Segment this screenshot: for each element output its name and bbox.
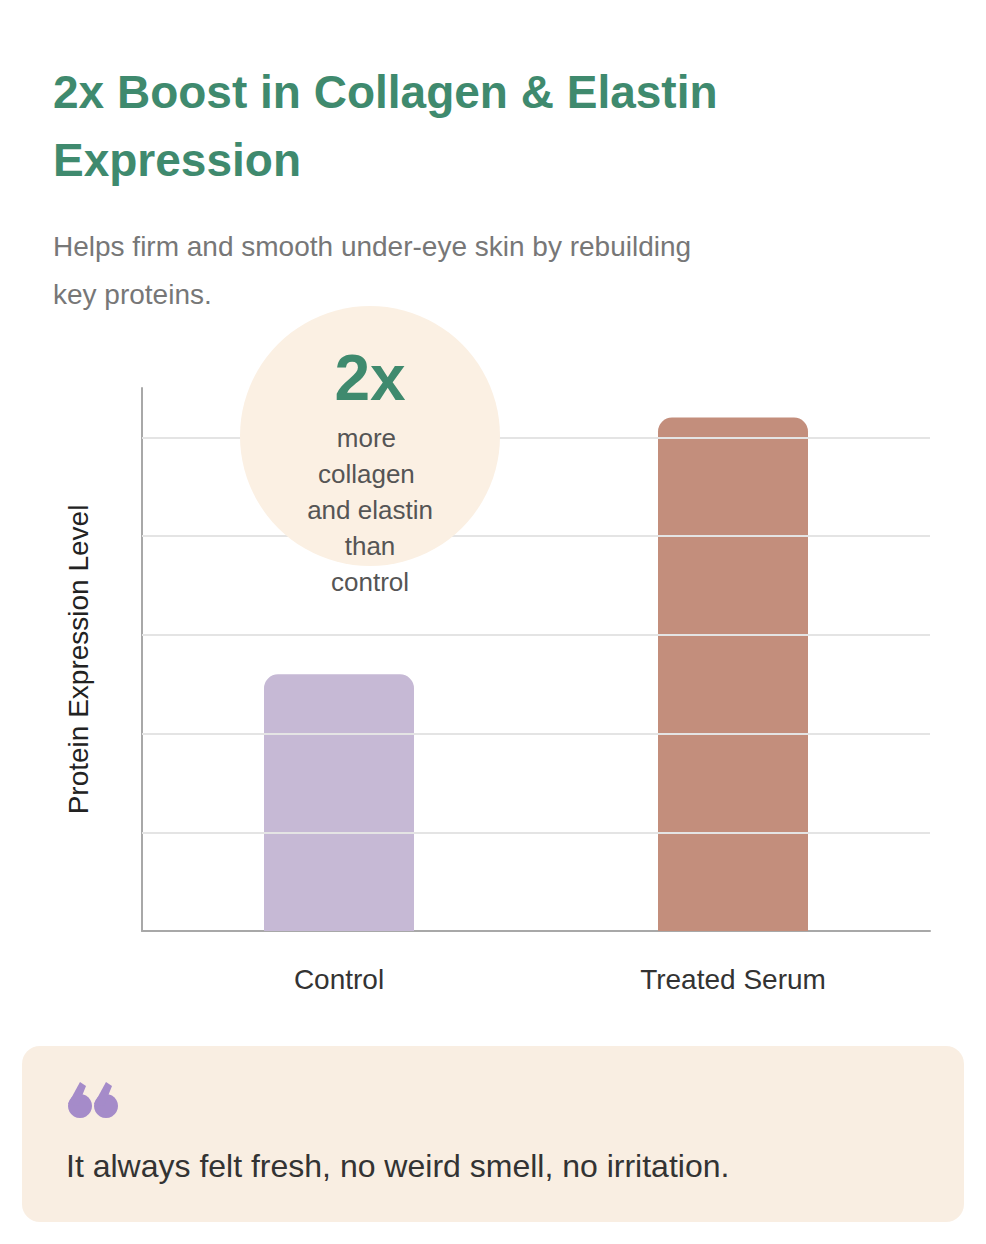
svg-text:2x: 2x [334, 342, 406, 414]
svg-text:more: more [337, 423, 403, 453]
svg-text:and elastin: and elastin [307, 495, 433, 525]
svg-text:Protein Expression Level: Protein Expression Level [63, 505, 94, 815]
svg-text:than: than [337, 531, 402, 561]
svg-text:2x Boost in Collagen & Elastin: 2x Boost in Collagen & Elastin [53, 66, 730, 118]
svg-text:control: control [331, 567, 409, 597]
svg-text:Expression: Expression [53, 134, 301, 186]
svg-text:It always felt fresh, no weird: It always felt fresh, no weird smell, no… [66, 1148, 729, 1184]
svg-text:Control: Control [294, 964, 384, 995]
svg-text:Helps firm and smooth under-ey: Helps firm and smooth under-eye skin by … [53, 231, 699, 262]
svg-text:key proteins.: key proteins. [53, 279, 212, 310]
svg-text:collagen: collagen [318, 459, 422, 489]
svg-text:Treated Serum: Treated Serum [640, 964, 826, 995]
